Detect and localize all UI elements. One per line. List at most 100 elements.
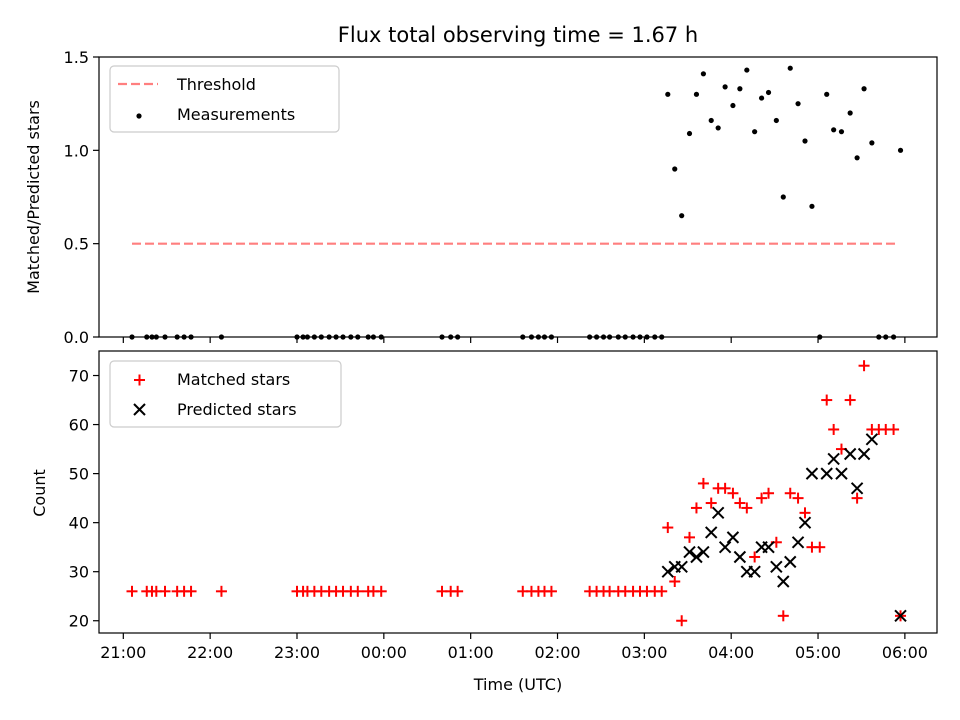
matched-stars-points	[126, 360, 907, 627]
top-y-tick-label: 1.5	[64, 48, 89, 67]
measurement-point	[861, 86, 867, 92]
measurement-point	[773, 117, 779, 124]
bottom-x-ticks: 21:00 22:00 23:00 00:00 01:00 02:00 03:00 04:00…	[100, 633, 928, 662]
matched-star-point	[749, 551, 761, 563]
measurement-point	[665, 91, 671, 97]
predicted-star-point	[894, 609, 907, 623]
matched-star-point	[669, 576, 681, 588]
matched-star-point	[828, 423, 840, 435]
bottom-y-tick-label: 30	[69, 563, 89, 582]
measurement-point	[795, 101, 801, 107]
bottom-y-tick-label: 70	[69, 367, 89, 386]
x-tick-label: 01:00	[448, 643, 494, 662]
x-tick-label: 00:00	[361, 643, 407, 662]
measurement-point	[730, 102, 736, 109]
matched-star-point	[734, 497, 746, 509]
matched-star-point	[126, 585, 138, 597]
predicted-star-point	[835, 467, 848, 480]
matched-star-point	[844, 394, 856, 406]
bottom-y-tick-label: 50	[69, 465, 89, 484]
matched-star-point	[662, 522, 674, 534]
measurement-point	[765, 89, 772, 96]
bottom-panel: 20 30 40 50 60 70 21:00 22:00 23:00 00:00 01:00 02…	[30, 350, 938, 694]
measurement-point	[737, 86, 743, 92]
predicted-star-point	[850, 482, 864, 495]
measurement-point	[700, 71, 707, 77]
measurement-point	[831, 127, 837, 133]
matched-star-point	[697, 477, 709, 489]
predicted-star-point	[748, 565, 761, 578]
predicted-star-point	[661, 565, 675, 578]
bottom-y-tick-label: 40	[69, 514, 89, 533]
predicted-star-point	[791, 536, 805, 549]
measurement-point	[824, 91, 830, 97]
top-y-tick-label: 1.0	[64, 141, 89, 160]
matched-star-point	[676, 615, 688, 627]
predicted-star-point	[770, 560, 783, 573]
measurement-point	[780, 194, 786, 200]
legend-matched-label: Matched stars	[177, 370, 290, 389]
x-tick-label: 02:00	[534, 643, 580, 662]
predicted-star-point	[843, 447, 857, 461]
matched-star-point	[215, 585, 227, 597]
top-x-ticks	[122, 337, 906, 343]
matched-star-point	[792, 492, 804, 504]
matched-star-point	[545, 585, 557, 597]
predicted-star-point	[857, 447, 871, 461]
bottom-axes-frame	[98, 350, 938, 634]
x-tick-label: 23:00	[274, 643, 320, 662]
matched-star-point	[821, 394, 833, 406]
x-tick-label: 06:00	[882, 643, 928, 662]
predicted-star-point	[784, 555, 797, 569]
legend-predicted-swatch	[133, 403, 146, 416]
x-tick-label: 04:00	[708, 643, 754, 662]
measurement-point	[758, 95, 765, 101]
matched-star-point	[741, 502, 753, 514]
legend-measurements-swatch	[136, 113, 142, 119]
matched-star-point	[684, 531, 696, 543]
measurement-point	[787, 65, 793, 71]
x-tick-label: 03:00	[621, 643, 667, 662]
measurement-point	[722, 84, 728, 90]
matched-star-point	[858, 360, 870, 372]
top-axes-frame	[98, 56, 938, 338]
x-tick-label: 21:00	[100, 643, 146, 662]
bottom-y-tick-label: 60	[69, 416, 89, 435]
predicted-star-point	[865, 433, 879, 446]
matched-star-point	[814, 541, 826, 553]
measurement-point	[686, 130, 693, 137]
measurement-point	[838, 129, 845, 135]
predicted-star-point	[798, 516, 812, 529]
bottom-y-ticks: 20 30 40 50 60 70	[69, 367, 99, 631]
top-panel: 0.0 0.5 1.0 1.5 Matched/Predicted stars Thr…	[24, 48, 938, 347]
measurement-point	[897, 147, 904, 153]
legend-measurements-label: Measurements	[177, 105, 295, 124]
predicted-star-point	[762, 540, 775, 554]
matched-star-point	[763, 487, 775, 499]
predicted-star-point	[718, 540, 732, 554]
matched-star-point	[705, 497, 717, 509]
predicted-star-point	[675, 560, 688, 573]
predicted-star-point	[726, 531, 740, 544]
predicted-star-point	[711, 506, 725, 520]
predicted-star-point	[827, 452, 840, 466]
matched-star-point	[756, 492, 768, 504]
x-tick-label: 05:00	[795, 643, 841, 662]
x-axis-label: Time (UTC)	[473, 675, 562, 694]
matched-star-point	[888, 423, 900, 435]
measurement-point	[708, 117, 714, 124]
measurement-point	[744, 67, 750, 73]
measurement-point	[802, 138, 808, 144]
matched-star-point	[784, 487, 796, 499]
legend-predicted-label: Predicted stars	[177, 400, 297, 419]
legend-matched-swatch	[134, 374, 145, 386]
matched-star-point	[352, 585, 364, 597]
top-y-axis-label: Matched/Predicted stars	[24, 100, 43, 294]
measurement-point	[847, 110, 853, 116]
measurement-point	[693, 91, 700, 97]
x-tick-label: 22:00	[187, 643, 233, 662]
predicted-stars-points	[661, 433, 907, 623]
top-y-tick-label: 0.5	[64, 235, 89, 254]
legend-threshold-label: Threshold	[176, 75, 256, 94]
